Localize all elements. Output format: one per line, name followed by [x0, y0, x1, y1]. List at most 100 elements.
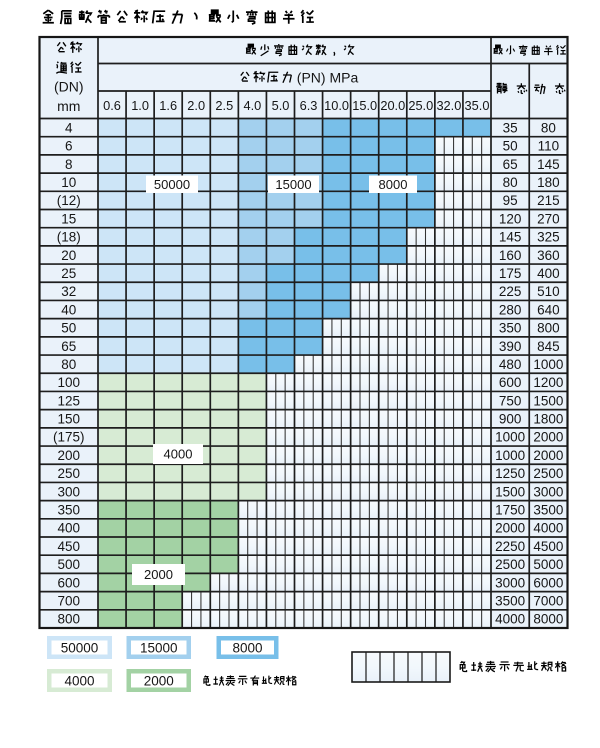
svg-text:325: 325: [537, 230, 560, 245]
svg-text:700: 700: [57, 594, 80, 609]
svg-text:4000: 4000: [533, 521, 563, 536]
svg-text:5000: 5000: [533, 557, 563, 572]
svg-text:4000: 4000: [164, 447, 193, 462]
svg-text:40: 40: [61, 302, 76, 317]
svg-text:1750: 1750: [495, 503, 525, 518]
svg-text:2000: 2000: [144, 673, 174, 688]
svg-text:35: 35: [503, 120, 518, 135]
svg-text:2500: 2500: [495, 557, 525, 572]
svg-text:120: 120: [499, 211, 522, 226]
svg-text:110: 110: [538, 139, 560, 154]
svg-text:1800: 1800: [533, 412, 563, 427]
svg-text:450: 450: [57, 539, 80, 554]
svg-text:1500: 1500: [495, 484, 525, 499]
svg-text:20.0: 20.0: [380, 98, 405, 113]
svg-text:50000: 50000: [61, 640, 99, 655]
svg-text:10.0: 10.0: [324, 98, 349, 113]
svg-text:2500: 2500: [533, 466, 563, 481]
svg-text:6000: 6000: [533, 575, 563, 590]
svg-text:(12): (12): [57, 193, 81, 208]
svg-text:95: 95: [503, 193, 518, 208]
svg-text:2.5: 2.5: [215, 98, 233, 113]
svg-text:8000: 8000: [533, 612, 563, 627]
svg-text:800: 800: [57, 612, 80, 627]
svg-text:2000: 2000: [533, 448, 563, 463]
svg-text:180: 180: [537, 175, 560, 190]
svg-text:15: 15: [61, 211, 76, 226]
svg-text:5.0: 5.0: [272, 98, 290, 113]
svg-text:360: 360: [537, 248, 560, 263]
svg-text:4.0: 4.0: [244, 98, 262, 113]
svg-text:225: 225: [499, 284, 522, 299]
svg-text:175: 175: [499, 266, 522, 281]
svg-text:1.6: 1.6: [159, 98, 177, 113]
svg-text:3000: 3000: [533, 484, 563, 499]
svg-text:(DN): (DN): [54, 79, 84, 95]
svg-text:900: 900: [499, 412, 522, 427]
svg-text:6.3: 6.3: [300, 98, 318, 113]
svg-text:25.0: 25.0: [408, 98, 433, 113]
svg-text:35.0: 35.0: [465, 98, 490, 113]
svg-text:8000: 8000: [232, 640, 262, 655]
svg-text:4000: 4000: [495, 612, 525, 627]
svg-text:390: 390: [499, 339, 522, 354]
svg-text:150: 150: [57, 412, 80, 427]
svg-text:mm: mm: [57, 98, 80, 114]
svg-text:8000: 8000: [379, 177, 408, 192]
svg-text:300: 300: [57, 484, 80, 499]
svg-text:20: 20: [61, 248, 76, 263]
svg-text:10: 10: [61, 175, 76, 190]
svg-text:15000: 15000: [140, 640, 178, 655]
svg-text:65: 65: [61, 339, 76, 354]
svg-text:1200: 1200: [533, 375, 563, 390]
svg-text:50000: 50000: [154, 177, 190, 192]
svg-text:(175): (175): [53, 430, 85, 445]
svg-text:845: 845: [537, 339, 560, 354]
svg-text:3500: 3500: [533, 503, 563, 518]
svg-text:(18): (18): [57, 230, 81, 245]
svg-text:(PN) MPa: (PN) MPa: [297, 70, 359, 86]
svg-text:215: 215: [537, 193, 560, 208]
svg-text:2000: 2000: [495, 521, 525, 536]
svg-text:65: 65: [503, 157, 518, 172]
svg-text:600: 600: [499, 375, 522, 390]
svg-text:15.0: 15.0: [352, 98, 377, 113]
svg-text:3500: 3500: [495, 594, 525, 609]
svg-text:800: 800: [537, 321, 560, 336]
svg-text:1250: 1250: [495, 466, 525, 481]
svg-text:32.0: 32.0: [436, 98, 461, 113]
svg-text:25: 25: [61, 266, 76, 281]
svg-text:250: 250: [57, 466, 80, 481]
svg-text:3000: 3000: [495, 575, 525, 590]
svg-text:4500: 4500: [533, 539, 563, 554]
svg-text:50: 50: [61, 321, 76, 336]
svg-text:160: 160: [499, 248, 522, 263]
svg-text:750: 750: [499, 393, 522, 408]
svg-text:2000: 2000: [144, 567, 173, 582]
svg-text:6: 6: [65, 139, 73, 154]
svg-text:1000: 1000: [495, 448, 525, 463]
svg-text:640: 640: [537, 302, 560, 317]
svg-text:350: 350: [499, 321, 522, 336]
svg-text:1.0: 1.0: [131, 98, 149, 113]
svg-text:400: 400: [57, 521, 80, 536]
svg-text:7000: 7000: [533, 594, 563, 609]
svg-text:145: 145: [537, 157, 560, 172]
svg-text:600: 600: [57, 575, 80, 590]
svg-text:4: 4: [65, 120, 73, 135]
svg-text:1000: 1000: [495, 430, 525, 445]
svg-text:0.6: 0.6: [103, 98, 121, 113]
svg-text:2250: 2250: [495, 539, 525, 554]
svg-text:1000: 1000: [533, 357, 563, 372]
svg-text:1500: 1500: [533, 393, 563, 408]
svg-text:500: 500: [57, 557, 80, 572]
svg-text:15000: 15000: [275, 177, 311, 192]
svg-text:4000: 4000: [64, 673, 94, 688]
svg-text:32: 32: [61, 284, 76, 299]
svg-text:50: 50: [503, 139, 518, 154]
svg-text:280: 280: [499, 302, 522, 317]
svg-text:270: 270: [537, 211, 560, 226]
svg-text:2.0: 2.0: [187, 98, 205, 113]
svg-text:145: 145: [499, 230, 522, 245]
svg-text:80: 80: [503, 175, 518, 190]
